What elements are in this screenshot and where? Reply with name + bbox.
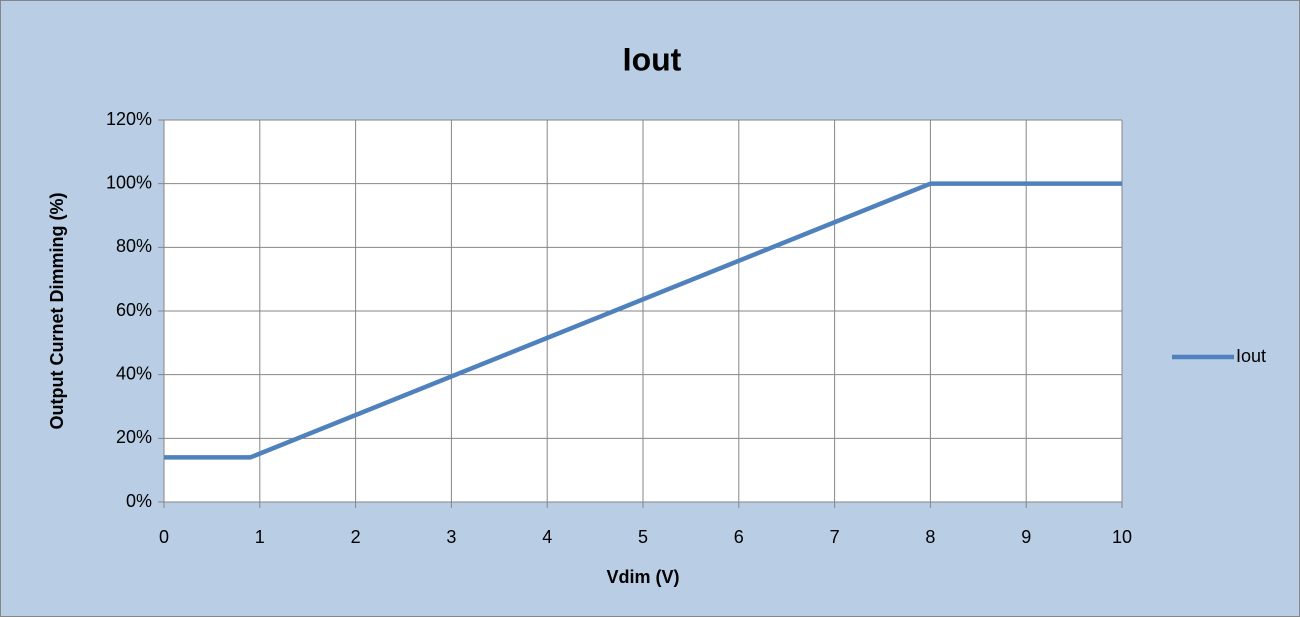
x-tick-label: 0 [159,527,169,547]
y-tick-label: 0% [126,491,152,511]
x-tick-label: 6 [734,527,744,547]
x-tick-label: 7 [830,527,840,547]
y-tick-label: 120% [106,109,152,129]
y-tick-label: 100% [106,172,152,192]
x-tick-label: 9 [1021,527,1031,547]
x-tick-label: 5 [638,527,648,547]
chart-title: Iout [623,41,682,77]
y-tick-label: 80% [116,236,152,256]
x-tick-label: 4 [542,527,552,547]
x-tick-label: 8 [925,527,935,547]
y-axis-label: Output Curnet Dimming (%) [47,193,67,430]
x-tick-label: 2 [351,527,361,547]
y-tick-label: 60% [116,300,152,320]
x-axis-label: Vdim (V) [606,567,679,587]
x-tick-label: 1 [255,527,265,547]
x-tick-label: 10 [1112,527,1132,547]
data-line [164,181,1122,460]
y-tick-label: 40% [116,363,152,383]
x-tick-label: 3 [446,527,456,547]
y-tick-label: 20% [116,427,152,447]
legend-label: Iout [1236,346,1266,366]
